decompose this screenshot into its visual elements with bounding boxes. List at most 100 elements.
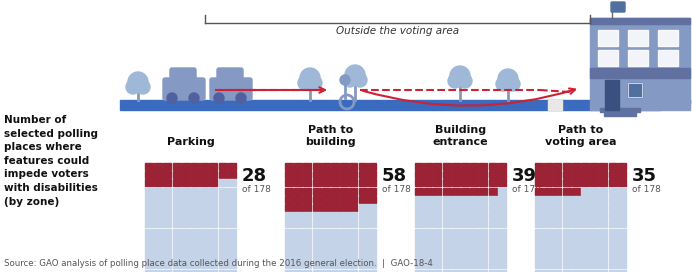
Bar bbox=[172, 270, 181, 272]
Bar bbox=[452, 196, 459, 203]
Bar bbox=[461, 212, 469, 219]
Bar bbox=[563, 261, 571, 268]
Bar bbox=[368, 212, 376, 219]
Bar bbox=[303, 188, 311, 194]
Bar bbox=[285, 245, 293, 252]
Bar bbox=[415, 220, 423, 227]
Bar bbox=[219, 171, 226, 178]
Circle shape bbox=[236, 93, 246, 103]
Bar bbox=[433, 196, 441, 203]
Bar bbox=[599, 204, 608, 211]
Bar bbox=[322, 180, 330, 186]
Bar bbox=[489, 253, 497, 260]
Bar bbox=[628, 30, 648, 46]
Bar bbox=[145, 253, 153, 260]
Bar bbox=[191, 237, 199, 244]
Bar bbox=[349, 180, 357, 186]
Bar bbox=[294, 237, 302, 244]
Text: 58: 58 bbox=[382, 167, 407, 185]
Bar bbox=[154, 237, 162, 244]
Bar bbox=[200, 253, 208, 260]
Bar bbox=[154, 163, 162, 170]
Bar bbox=[191, 220, 199, 227]
Bar bbox=[228, 237, 236, 244]
Bar bbox=[443, 204, 450, 211]
Bar bbox=[349, 171, 357, 178]
Bar bbox=[424, 163, 432, 170]
Bar bbox=[340, 171, 348, 178]
Bar bbox=[191, 196, 199, 203]
Bar bbox=[535, 188, 543, 194]
Bar bbox=[191, 188, 199, 194]
Bar bbox=[200, 196, 208, 203]
Bar bbox=[228, 204, 236, 211]
Bar bbox=[285, 180, 293, 186]
Bar bbox=[618, 212, 626, 219]
FancyBboxPatch shape bbox=[170, 68, 196, 85]
Bar bbox=[554, 204, 561, 211]
Bar bbox=[145, 204, 153, 211]
Bar bbox=[598, 50, 618, 66]
Bar bbox=[154, 180, 162, 186]
Bar bbox=[470, 196, 478, 203]
Bar bbox=[313, 163, 320, 170]
FancyBboxPatch shape bbox=[217, 68, 243, 85]
Bar bbox=[581, 261, 589, 268]
Bar bbox=[313, 196, 320, 203]
Circle shape bbox=[214, 93, 224, 103]
Bar bbox=[322, 196, 330, 203]
Bar bbox=[172, 163, 181, 170]
Bar bbox=[163, 204, 172, 211]
Bar bbox=[480, 228, 487, 236]
Bar bbox=[489, 270, 497, 272]
Bar bbox=[210, 253, 217, 260]
Bar bbox=[303, 245, 311, 252]
Bar bbox=[313, 270, 320, 272]
Bar bbox=[554, 237, 561, 244]
Bar bbox=[544, 212, 552, 219]
Bar bbox=[313, 180, 320, 186]
Bar bbox=[470, 253, 478, 260]
Bar bbox=[544, 196, 552, 203]
Bar bbox=[581, 188, 589, 194]
Bar bbox=[433, 228, 441, 236]
Bar bbox=[303, 261, 311, 268]
Bar bbox=[219, 261, 226, 268]
Bar bbox=[608, 253, 617, 260]
Bar bbox=[544, 180, 552, 186]
Bar bbox=[200, 270, 208, 272]
Bar bbox=[461, 245, 469, 252]
Bar bbox=[210, 270, 217, 272]
Bar bbox=[443, 220, 450, 227]
Bar bbox=[563, 180, 571, 186]
Bar bbox=[285, 212, 293, 219]
Bar bbox=[452, 220, 459, 227]
Bar bbox=[461, 163, 469, 170]
Bar bbox=[581, 204, 589, 211]
Circle shape bbox=[343, 73, 357, 87]
Circle shape bbox=[126, 80, 140, 94]
Bar bbox=[322, 163, 330, 170]
Bar bbox=[572, 163, 580, 170]
Bar bbox=[340, 163, 348, 170]
Bar bbox=[535, 253, 543, 260]
Bar bbox=[590, 261, 598, 268]
Bar bbox=[572, 237, 580, 244]
Bar bbox=[599, 188, 608, 194]
Bar bbox=[228, 196, 236, 203]
Bar bbox=[535, 163, 543, 170]
Bar bbox=[340, 188, 348, 194]
Bar bbox=[219, 204, 226, 211]
Bar bbox=[313, 171, 320, 178]
Bar bbox=[433, 163, 441, 170]
Text: Outside the voting area: Outside the voting area bbox=[336, 26, 459, 36]
Bar bbox=[145, 163, 153, 170]
Bar bbox=[452, 253, 459, 260]
Bar bbox=[433, 261, 441, 268]
Bar bbox=[210, 220, 217, 227]
Bar bbox=[590, 196, 598, 203]
Bar bbox=[480, 180, 487, 186]
Bar bbox=[498, 228, 506, 236]
Bar bbox=[590, 18, 690, 24]
Bar bbox=[433, 270, 441, 272]
